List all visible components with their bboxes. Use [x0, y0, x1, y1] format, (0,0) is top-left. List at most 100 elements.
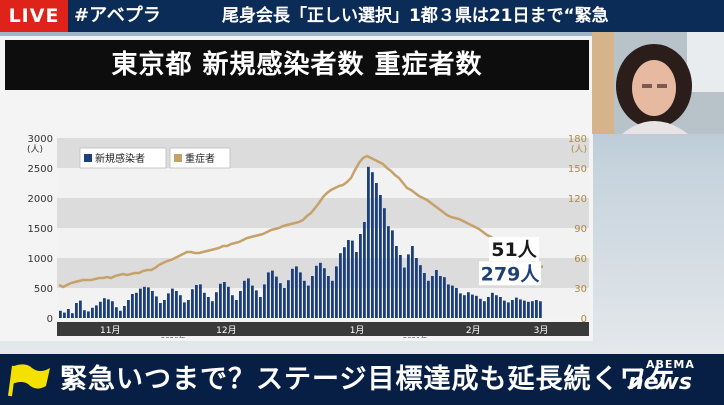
- bar-new-cases: [283, 288, 286, 318]
- webcam-guest-video: [592, 32, 724, 134]
- bar-new-cases: [239, 291, 242, 318]
- month-label: 11月: [100, 325, 120, 336]
- legend-box: [79, 147, 167, 169]
- grid-band: [57, 198, 589, 228]
- legend-swatch-new-cases: [84, 154, 92, 162]
- legend-box-2: [169, 147, 231, 169]
- left-axis-tick-label: 0: [47, 314, 53, 325]
- legend-label-severe: 重症者: [185, 152, 215, 165]
- bar-new-cases: [455, 288, 458, 318]
- bar-new-cases: [227, 286, 230, 318]
- bar-new-cases: [179, 295, 182, 318]
- bar-new-cases: [63, 312, 66, 318]
- bar-new-cases: [491, 292, 494, 318]
- bar-new-cases: [395, 246, 398, 318]
- news-headline: 尾身会長「正しい選択」1都３県は21日まで“緊急: [222, 6, 609, 26]
- bar-new-cases: [511, 300, 514, 318]
- legend-label-new-cases: 新規感染者: [95, 152, 145, 165]
- left-axis-tick-label: 500: [34, 284, 53, 295]
- bar-new-cases: [235, 300, 238, 318]
- month-label: 2月: [466, 325, 481, 336]
- left-axis-tick-label: 1500: [28, 224, 53, 235]
- annotation-new-cases: 279人: [481, 263, 541, 285]
- bar-new-cases: [263, 284, 266, 318]
- bar-new-cases: [519, 299, 522, 318]
- bar-new-cases: [371, 172, 374, 318]
- bar-new-cases: [535, 300, 538, 318]
- bar-new-cases: [299, 272, 302, 318]
- bar-new-cases: [447, 284, 450, 318]
- bar-new-cases: [83, 310, 86, 318]
- bar-new-cases: [355, 252, 358, 318]
- bar-new-cases: [223, 282, 226, 318]
- bar-new-cases: [391, 230, 394, 318]
- right-axis-tick-label: 60: [574, 254, 587, 265]
- bar-new-cases: [503, 300, 506, 318]
- bar-new-cases: [95, 305, 98, 318]
- bar-new-cases: [67, 309, 70, 318]
- month-label: 12月: [216, 325, 236, 336]
- bar-new-cases: [291, 268, 294, 318]
- bar-new-cases: [127, 300, 130, 318]
- bar-new-cases: [379, 195, 382, 318]
- bar-new-cases: [199, 284, 202, 318]
- live-badge: LIVE: [0, 0, 68, 32]
- right-axis-tick-label: 90: [574, 224, 587, 235]
- bar-new-cases: [255, 290, 258, 318]
- bar-new-cases: [443, 277, 446, 318]
- bar-new-cases: [399, 255, 402, 318]
- bar-new-cases: [327, 276, 330, 318]
- bar-new-cases: [319, 262, 322, 318]
- bar-new-cases: [479, 298, 482, 318]
- bar-new-cases: [271, 270, 274, 318]
- bar-new-cases: [323, 268, 326, 318]
- right-axis-tick-label: 0: [581, 314, 587, 325]
- bar-new-cases: [275, 276, 278, 318]
- right-axis-tick-label: 180: [568, 134, 587, 145]
- abema-logo-bottom: news: [628, 370, 693, 395]
- bar-new-cases: [339, 253, 342, 318]
- bar-new-cases: [411, 246, 414, 318]
- bar-new-cases: [215, 292, 218, 318]
- bar-new-cases: [383, 208, 386, 318]
- bar-new-cases: [295, 266, 298, 318]
- annotation-box-severe: [489, 237, 539, 261]
- bar-new-cases: [123, 306, 126, 318]
- bar-new-cases: [439, 276, 442, 318]
- legend-swatch-severe: [174, 154, 182, 162]
- chart-title: 東京都 新規感染者数 重症者数: [5, 40, 589, 90]
- bar-new-cases: [139, 288, 142, 318]
- bar-new-cases: [131, 294, 134, 318]
- bar-new-cases: [111, 301, 114, 318]
- bar-new-cases: [151, 291, 154, 318]
- bar-new-cases: [99, 301, 102, 318]
- bar-new-cases: [79, 300, 82, 318]
- bar-new-cases: [431, 276, 434, 318]
- bar-new-cases: [115, 307, 118, 318]
- left-axis-unit: (人): [27, 144, 43, 155]
- caption-bar: [0, 354, 724, 405]
- bar-new-cases: [403, 267, 406, 318]
- bar-new-cases: [211, 301, 214, 318]
- bar-new-cases: [363, 222, 366, 318]
- year-label: 2021年: [403, 335, 428, 338]
- bar-new-cases: [287, 280, 290, 318]
- top-ticker-bar: [0, 0, 724, 32]
- bar-new-cases: [159, 303, 162, 318]
- bar-new-cases: [387, 226, 390, 318]
- right-axis-unit: (人): [571, 144, 587, 155]
- bar-new-cases: [343, 247, 346, 318]
- bar-new-cases: [311, 276, 314, 318]
- bar-new-cases: [527, 301, 530, 318]
- bar-new-cases: [415, 258, 418, 318]
- bar-new-cases: [155, 296, 158, 318]
- bar-new-cases: [175, 291, 178, 318]
- month-label: 3月: [534, 325, 549, 336]
- bar-new-cases: [499, 297, 502, 318]
- abema-logo-top: ABEMA: [646, 358, 695, 371]
- left-axis-tick-label: 2000: [28, 194, 53, 205]
- bar-new-cases: [259, 297, 262, 318]
- bar-new-cases: [231, 295, 234, 318]
- bar-new-cases: [279, 283, 282, 318]
